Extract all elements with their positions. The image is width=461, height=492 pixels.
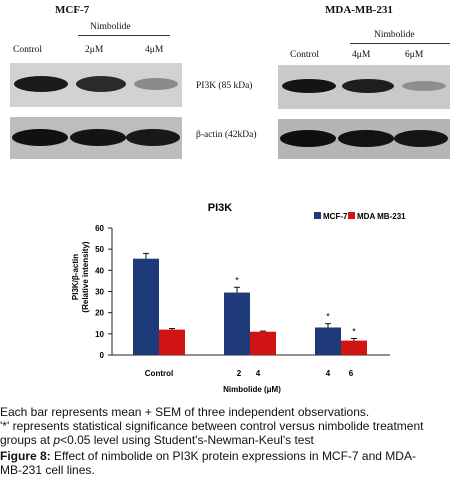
mda-lane-4um: 4μM [352, 50, 371, 60]
legend-swatch [348, 212, 355, 219]
x-tick-label: Control [145, 369, 173, 378]
y-tick-label: 10 [95, 330, 104, 339]
mda-actin-blot [278, 119, 450, 159]
caption-line-3: groups at p<0.05 level using Student's-N… [0, 433, 314, 447]
y-tick-label: 0 [100, 351, 105, 360]
chart-legend: MCF-7 MDA MB-231 [314, 212, 406, 221]
significance-star: * [326, 312, 330, 322]
y-tick-label: 30 [95, 288, 104, 297]
y-tick-label: 20 [95, 309, 104, 318]
y-axis-label-unit: (Relative intensity) [81, 241, 90, 312]
mda-treatment-bracket [350, 43, 450, 44]
mda-lane-control: Control [290, 50, 320, 60]
legend-label: MDA MB-231 [357, 212, 406, 221]
mcf7-treatment-bracket [78, 35, 170, 36]
x-tick-label: 2 [237, 369, 242, 378]
mda-title: MDA-MB-231 [325, 4, 393, 16]
bar [315, 327, 341, 355]
y-tick-label: 60 [95, 224, 104, 233]
mcf7-nimbolide-label: Nimbolide [90, 22, 131, 32]
significance-star: * [235, 275, 239, 285]
legend-swatch [314, 212, 321, 219]
y-tick-label: 40 [95, 266, 104, 275]
bar [159, 329, 185, 355]
actin-band-label: β-actin (42kDa) [196, 130, 257, 140]
mcf7-title: MCF-7 [55, 4, 90, 16]
x-tick-label: 4 [256, 369, 261, 378]
legend-label: MCF-7 [323, 212, 348, 221]
figure-label-cont: MB-231 cell lines. [0, 463, 95, 477]
caption-line-2: '*' represents statistical significance … [0, 419, 424, 433]
figure-caption: Each bar represents mean + SEM of three … [0, 405, 461, 477]
significance-star: * [352, 326, 356, 336]
y-tick-label: 50 [95, 245, 104, 254]
x-axis-title: Nimbolide (μM) [223, 385, 281, 394]
x-tick-label: 4 [326, 369, 331, 378]
y-axis-label: PI3K/β-actin [71, 254, 80, 300]
mda-nimbolide-label: Nimbolide [374, 30, 415, 40]
chart-title: PI3K [208, 202, 233, 214]
bar [250, 331, 276, 355]
pi3k-bar-chart: PI3K PI3K/β-actin (Relative intensity) 0… [71, 202, 406, 394]
caption-line-1: Each bar represents mean + SEM of three … [0, 405, 370, 419]
bar [224, 292, 250, 355]
pi3k-band-label: PI3K (85 kDa) [196, 81, 253, 91]
bar-series: * * * [133, 252, 367, 355]
x-tick-label: 6 [349, 369, 354, 378]
bar [341, 340, 367, 355]
mcf7-actin-blot [10, 117, 182, 159]
mda-pi3k-blot [278, 65, 450, 109]
figure-label: Figure 8: Effect of nimbolide on PI3K pr… [0, 449, 416, 463]
x-axis-labels: Control 2 4 4 6 [145, 369, 354, 378]
mcf7-pi3k-blot [10, 63, 182, 107]
mda-lane-6um: 6μM [405, 50, 424, 60]
bar [133, 258, 159, 355]
mcf7-lane-control: Control [13, 45, 43, 55]
mcf7-lane-2um: 2μM [85, 45, 104, 55]
mcf7-lane-4um: 4μM [145, 45, 164, 55]
